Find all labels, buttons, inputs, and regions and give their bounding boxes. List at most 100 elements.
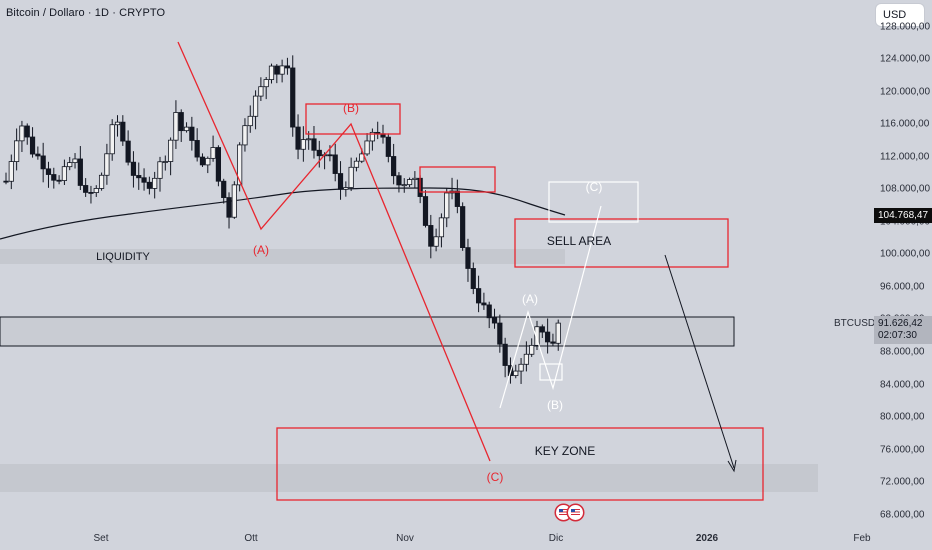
candle-body [396, 175, 402, 186]
candle-body [502, 343, 508, 366]
white-box-c[interactable] [548, 181, 639, 223]
candle-body [295, 126, 301, 150]
price-axis-label: 128.000,00 [880, 21, 931, 33]
time-axis-label: Dic [548, 533, 564, 544]
candle-body [252, 95, 259, 117]
candle-body [88, 192, 94, 194]
white-wave-a-label: (A) [522, 292, 538, 306]
last-price-tag: 91.626,42 02:07:30 [874, 316, 932, 344]
candle-body [157, 161, 163, 179]
sell-area-box[interactable] [514, 218, 729, 268]
consolidation-box[interactable] [0, 316, 735, 347]
red-box-b[interactable] [305, 103, 401, 135]
candle-body [369, 131, 375, 142]
time-axis-label: Ott [244, 533, 258, 544]
candle-body [221, 180, 227, 198]
last-price: 91.626,42 [878, 318, 923, 329]
time-axis-label: Feb [853, 533, 871, 544]
candle-body [3, 180, 9, 183]
candle-body [194, 140, 200, 158]
candle-body [183, 126, 190, 132]
candle-body [550, 341, 556, 344]
candle-body [40, 155, 46, 170]
candle-body [29, 136, 36, 155]
candle-body [486, 304, 492, 319]
candle-body [168, 139, 174, 162]
red-wave-b-label: (B) [343, 101, 359, 115]
candle-body [555, 322, 561, 344]
white-wave-b-label: (B) [547, 398, 563, 412]
candle-body [359, 153, 365, 162]
candle-body [24, 125, 30, 138]
candle-body [14, 140, 20, 162]
candle-body [178, 112, 184, 132]
candle-body [19, 125, 25, 142]
sell-area-label: SELL AREA [546, 234, 612, 248]
candle-body [279, 65, 285, 75]
candle-body [130, 161, 137, 176]
symbol-tag: BTCUSD [834, 318, 876, 329]
candle-body [67, 162, 73, 168]
candle-body [406, 179, 413, 186]
candle-body [173, 112, 179, 141]
candle-body [77, 158, 83, 186]
liquidity-band [0, 249, 565, 264]
time-axis-label: Set [93, 533, 109, 544]
key-zone-label: KEY ZONE [534, 444, 596, 458]
candle-body [162, 161, 168, 163]
candle-body [422, 196, 429, 226]
candle-body [454, 190, 460, 207]
candle-body [513, 370, 519, 376]
candle-body [438, 217, 445, 238]
candle-body [205, 157, 211, 166]
us-flag-event-icon[interactable] [568, 505, 583, 520]
candle-body [83, 185, 89, 193]
candle-body [337, 173, 344, 190]
candle-body [433, 236, 439, 247]
price-axis-label: 112.000,00 [880, 151, 930, 163]
white-wave-c-label: (C) [585, 180, 603, 194]
candle-body [332, 154, 338, 174]
white-wave-abc [499, 205, 602, 409]
candle-body [199, 156, 206, 166]
red-wave-c-label: (C) [486, 470, 504, 484]
price-axis-label: 76.000,00 [880, 444, 925, 456]
price-axis-label: 68.000,00 [880, 509, 925, 521]
candle-body [481, 302, 487, 306]
white-box-b[interactable] [539, 363, 563, 381]
candle-body [311, 138, 317, 151]
candle-body [237, 144, 243, 186]
lower-band [0, 464, 818, 492]
price-axis-label: 120.000,00 [880, 86, 931, 98]
candle-body [444, 192, 450, 219]
candle-body [412, 177, 418, 180]
candle-body [343, 187, 349, 190]
candle-body [268, 65, 275, 80]
candle-body [497, 322, 503, 345]
candle-body [226, 197, 232, 218]
price-axis-label: 124.000,00 [880, 53, 931, 65]
candle-body [306, 138, 312, 141]
key-zone-box[interactable] [276, 427, 764, 501]
candle-body [290, 67, 296, 128]
candle-body [98, 174, 105, 189]
red-box-fvg[interactable] [419, 166, 496, 193]
candle-body [348, 166, 354, 188]
candle-body [523, 353, 529, 365]
time-axis-label: Nov [396, 533, 414, 544]
us-flag-event-icon[interactable] [556, 505, 571, 520]
price-axis-label: 72.000,00 [880, 476, 925, 488]
candle-body [109, 124, 115, 155]
time-axis-label: 2026 [695, 533, 719, 544]
candle-body [327, 154, 333, 157]
candle-body [152, 177, 158, 189]
currency-button[interactable]: USD [876, 4, 924, 26]
price-axis-label: 108.000,00 [880, 183, 931, 195]
candle-body [263, 79, 269, 88]
candle-body [316, 149, 322, 157]
candle-body [534, 326, 540, 346]
candle-body [93, 188, 99, 193]
candle-body [8, 161, 14, 182]
